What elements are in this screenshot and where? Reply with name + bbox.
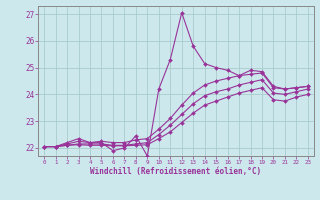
X-axis label: Windchill (Refroidissement éolien,°C): Windchill (Refroidissement éolien,°C) — [91, 167, 261, 176]
